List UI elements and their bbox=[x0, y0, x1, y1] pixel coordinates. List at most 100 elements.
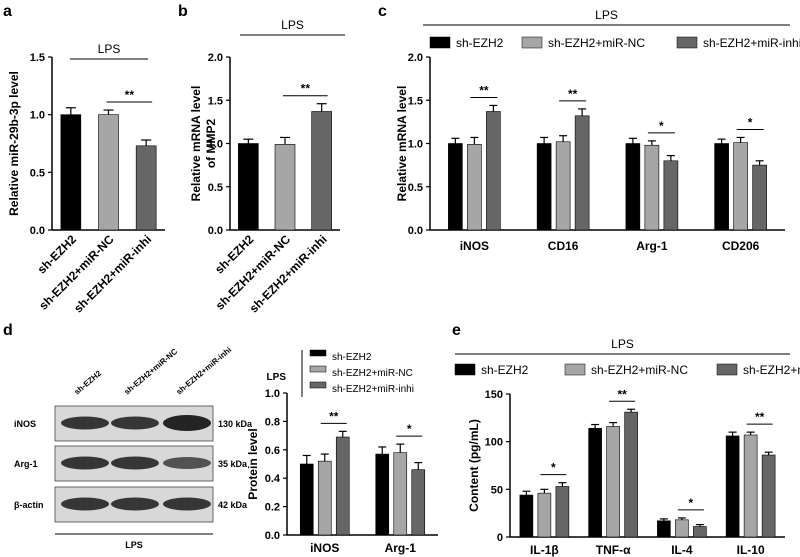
legend-label: sh-EZH2+miR-inhi bbox=[332, 384, 414, 395]
y-tick-label: 100 bbox=[485, 437, 503, 449]
legend-lps-label: LPS bbox=[267, 372, 287, 383]
blot-band bbox=[111, 456, 159, 470]
significance-label: ** bbox=[617, 387, 627, 401]
y-tick-label: 50 bbox=[491, 484, 503, 496]
y-tick-label: 0.0 bbox=[30, 225, 45, 237]
bar bbox=[98, 114, 119, 231]
significance-label: * bbox=[659, 119, 664, 133]
blot-column-label: sh-EZH2+miR-inhi bbox=[175, 345, 234, 396]
x-tick-label: Arg-1 bbox=[385, 541, 417, 555]
legend-swatch bbox=[676, 36, 698, 49]
bar bbox=[335, 436, 350, 536]
significance-label: * bbox=[407, 422, 412, 436]
legend-label: sh-EZH2 bbox=[456, 36, 504, 50]
bar bbox=[555, 486, 570, 538]
y-tick-label: 0 bbox=[497, 532, 503, 544]
x-tick-label: Arg-1 bbox=[636, 239, 668, 253]
y-tick-label: 1.5 bbox=[208, 95, 223, 107]
blot-band bbox=[163, 497, 211, 511]
panel-label-c: c bbox=[378, 3, 387, 20]
blot-column-label: sh-EZH2 bbox=[73, 368, 104, 396]
y-axis-label: of MMP2 bbox=[204, 119, 218, 169]
significance-label: ** bbox=[301, 82, 311, 96]
legend-swatch bbox=[309, 349, 327, 357]
legend-label: sh-EZH2 bbox=[481, 363, 529, 377]
y-tick-label: 1.0 bbox=[408, 139, 423, 151]
y-tick-label: 1.0 bbox=[265, 388, 280, 400]
y-tick-label: 0.0 bbox=[208, 225, 223, 237]
y-tick-label: 0.8 bbox=[265, 416, 280, 428]
lps-header: LPS bbox=[281, 18, 304, 32]
legend-label: sh-EZH2+miR-NC bbox=[548, 36, 645, 50]
bar bbox=[761, 454, 776, 538]
chart-e: 0 50 100 150 Content (pg/mL) IL-1β TNF-α IL-4 IL… bbox=[454, 337, 800, 557]
blot-band bbox=[61, 416, 109, 430]
blot-column-label: sh-EZH2+miR-NC bbox=[123, 347, 180, 397]
significance-label: * bbox=[748, 115, 753, 129]
y-tick-label: 0.0 bbox=[265, 530, 280, 542]
chart-d: 0.0 0.2 0.4 0.6 0.8 1.0 Protein level iNOS Arg-1… bbox=[246, 349, 438, 555]
significance-label: * bbox=[551, 461, 556, 475]
blot-row-label: Arg-1 bbox=[14, 459, 38, 469]
panel-label-b: b bbox=[178, 3, 188, 20]
bar bbox=[393, 452, 408, 536]
chart-c: 0.0 0.5 1.0 1.5 2.0 Relative mRNA level iNOS CD… bbox=[395, 8, 800, 253]
bar bbox=[606, 426, 620, 538]
x-tick-label: TNF-α bbox=[596, 543, 631, 557]
x-tick-label: iNOS bbox=[460, 239, 489, 253]
blot-size-label: 130 kDa bbox=[218, 419, 253, 429]
blot-band bbox=[61, 497, 109, 511]
legend-swatch bbox=[521, 36, 543, 49]
bar bbox=[657, 520, 671, 538]
legend-swatch bbox=[716, 363, 738, 376]
blot-band bbox=[163, 457, 211, 469]
blot-row-label: β-actin bbox=[14, 500, 44, 510]
y-tick-label: 0.4 bbox=[265, 473, 281, 485]
bar bbox=[537, 492, 552, 538]
y-tick-label: 2.0 bbox=[208, 52, 223, 64]
y-tick-label: 1.5 bbox=[408, 95, 423, 107]
bar bbox=[625, 143, 641, 231]
x-tick-label: CD206 bbox=[722, 239, 760, 253]
panel-label-d: d bbox=[3, 322, 13, 339]
blot-row-label: iNOS bbox=[14, 419, 36, 429]
lps-header: LPS bbox=[611, 337, 634, 351]
legend-label: sh-EZH2+miR-inhi bbox=[743, 363, 800, 377]
y-tick-label: 150 bbox=[485, 389, 503, 401]
y-axis-label: Protein level bbox=[246, 428, 260, 499]
significance-label: ** bbox=[755, 410, 765, 424]
y-tick-label: 0.0 bbox=[408, 225, 423, 237]
bar bbox=[675, 519, 689, 538]
bar bbox=[644, 144, 660, 231]
bar bbox=[733, 142, 748, 231]
lps-header: LPS bbox=[98, 42, 121, 56]
bar bbox=[574, 115, 590, 231]
y-axis-label: Relative mRNA level bbox=[395, 86, 409, 202]
blot-band bbox=[163, 415, 211, 431]
blot-size-label: 35 kDa bbox=[218, 459, 248, 469]
bar bbox=[588, 428, 602, 538]
bar bbox=[519, 494, 534, 538]
x-tick-label: iNOS bbox=[310, 541, 339, 555]
bar bbox=[663, 160, 679, 231]
y-tick-label: 0.5 bbox=[408, 182, 423, 194]
significance-label: ** bbox=[329, 409, 339, 423]
x-tick-label: IL-1β bbox=[530, 543, 559, 557]
bar bbox=[317, 460, 332, 536]
y-tick-label: 2.0 bbox=[408, 52, 423, 64]
bar bbox=[467, 144, 482, 231]
bar bbox=[486, 111, 501, 231]
y-tick-label: 0.5 bbox=[30, 167, 45, 179]
significance-label: ** bbox=[568, 87, 578, 101]
legend-label: sh-EZH2 bbox=[332, 352, 372, 363]
bar bbox=[375, 453, 390, 536]
y-tick-label: 0.6 bbox=[265, 445, 280, 457]
panel-label-e: e bbox=[452, 322, 461, 339]
y-tick-label: 1.5 bbox=[30, 52, 45, 64]
blot-band bbox=[61, 456, 109, 470]
x-tick-label: CD16 bbox=[548, 239, 579, 253]
legend-label: sh-EZH2+miR-NC bbox=[332, 368, 413, 379]
bar bbox=[411, 469, 426, 536]
